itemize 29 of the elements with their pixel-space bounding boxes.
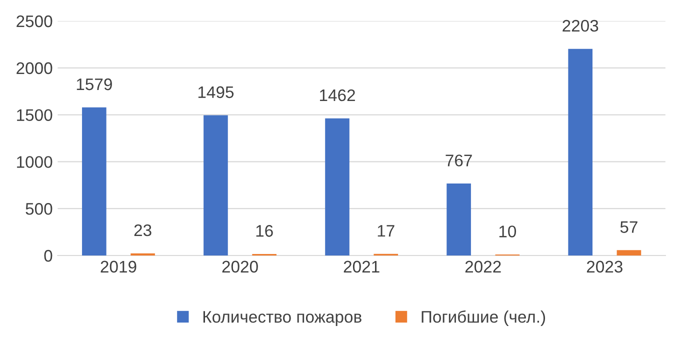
- data-label: 1579: [76, 78, 112, 90]
- y-tick-label: 500: [26, 203, 52, 215]
- legend-label: Погибшие (чел.): [422, 310, 546, 326]
- data-label: 57: [620, 221, 638, 233]
- data-label: 10: [499, 226, 516, 238]
- y-tick-label: 0: [44, 250, 52, 262]
- y-tick-label: 1500: [17, 109, 52, 122]
- bar: [446, 184, 471, 256]
- x-tick-label: 2020: [222, 260, 258, 273]
- data-label: 2203: [562, 20, 598, 32]
- x-tick-label: 2023: [586, 260, 622, 273]
- data-label: 767: [446, 154, 472, 166]
- y-tick-label: 1000: [17, 156, 52, 168]
- bar: [82, 107, 106, 256]
- y-tick-label: 2500: [16, 15, 52, 28]
- data-label: 23: [134, 224, 152, 236]
- data-label: 17: [378, 225, 394, 237]
- y-tick-label: 2000: [16, 62, 52, 74]
- x-tick-label: 2019: [100, 260, 136, 273]
- x-tick-label: 2022: [465, 260, 501, 273]
- bar: [568, 48, 592, 256]
- bar: [325, 118, 350, 256]
- bar: [616, 250, 642, 256]
- data-label: 16: [256, 225, 273, 237]
- data-label: 1462: [320, 89, 355, 102]
- legend-label: Количество пожаров: [203, 311, 362, 326]
- x-tick-label: 2021: [344, 260, 380, 273]
- data-label: 1495: [198, 86, 234, 98]
- bar: [204, 115, 228, 256]
